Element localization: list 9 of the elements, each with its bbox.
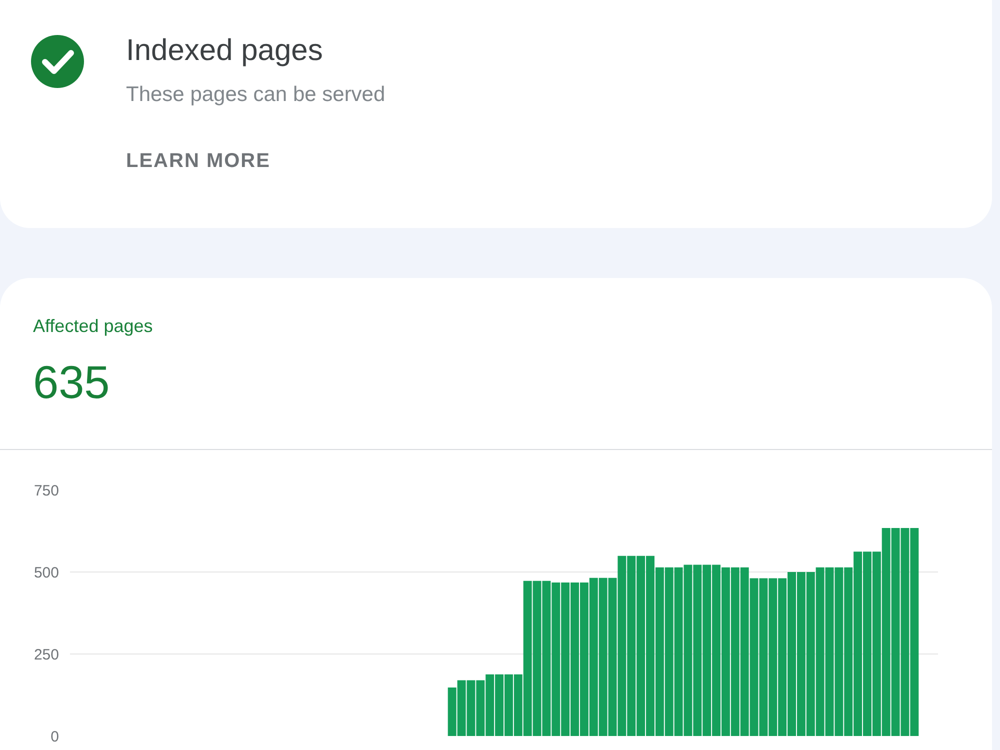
y-tick-label: 750 <box>34 482 59 500</box>
text: 635 <box>33 355 110 409</box>
text: LEARN MORE <box>126 150 270 173</box>
chart-subtitle: These pages can be served <box>126 83 386 107</box>
y-tick-label: 250 <box>34 646 59 664</box>
y-tick-label: 500 <box>34 564 59 582</box>
chart-title: Indexed pages <box>126 34 323 68</box>
y-tick-label: 0 <box>50 728 59 746</box>
text: Affected pages <box>33 316 153 337</box>
